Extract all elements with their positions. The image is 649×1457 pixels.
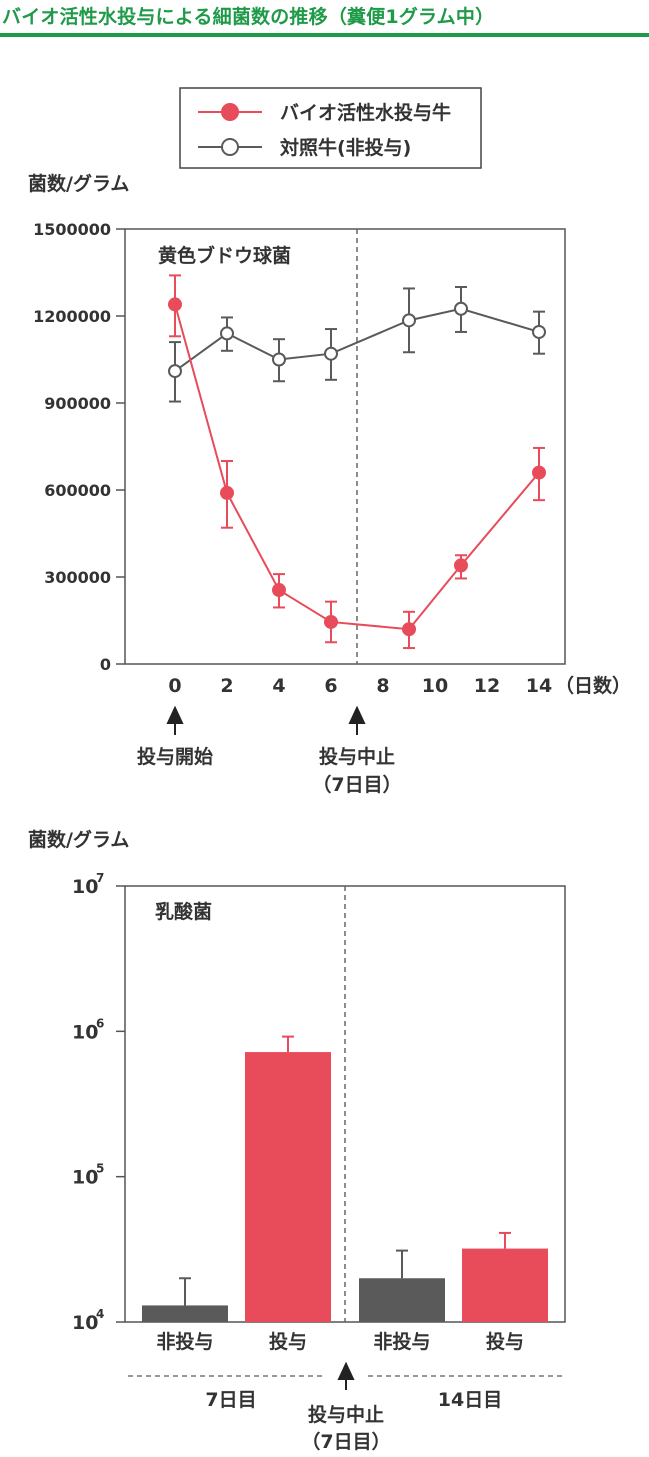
bar-stop-label: 投与中止 (308, 1403, 384, 1426)
line-chart-xlabel: （日数） (555, 674, 631, 697)
bar-stop-sublabel: （7日目） (301, 1430, 390, 1453)
line-chart-y-axis: 1500000 1200000 900000 600000 300000 0 (33, 220, 125, 674)
x-tick-label: 4 (272, 675, 285, 697)
line-chart-ylabel: 菌数/グラム (28, 172, 129, 195)
legend-treated-label: バイオ活性水投与牛 (280, 101, 451, 124)
legend-control-marker (221, 138, 239, 156)
x-tick-label: 10 (422, 675, 448, 697)
line-chart-series (168, 274, 546, 650)
header-rule (0, 33, 649, 37)
group-label-7day: 7日目 (205, 1389, 256, 1411)
bar-chart-ylabel: 菌数/グラム (28, 828, 129, 851)
line-chart-frame (124, 228, 566, 665)
line-chart-title: 黄色ブドウ球菌 (158, 244, 291, 267)
group-label-14day: 14日目 (438, 1389, 502, 1411)
data-point-control (220, 326, 234, 341)
data-point-treated (324, 614, 338, 629)
y-tick-exponent: 7 (96, 871, 104, 885)
bar-chart-bars: 非投与 投与 非投与 投与 (142, 1035, 548, 1353)
y-tick-label: 1500000 (33, 220, 111, 239)
data-point-treated (272, 583, 286, 598)
y-tick-exponent: 4 (96, 1307, 104, 1321)
bar-chart-title: 乳酸菌 (155, 900, 212, 923)
y-tick-label: 300000 (44, 568, 111, 587)
y-tick-base: 10 (72, 1167, 98, 1189)
page-title: バイオ活性水投与による細菌数の推移（糞便1グラム中） (2, 6, 495, 28)
y-tick-base: 10 (72, 876, 98, 898)
bar-label: 投与 (269, 1330, 307, 1353)
y-tick-label: 600000 (44, 481, 111, 500)
bar-group: 投与 (462, 1231, 548, 1353)
y-tick-exponent: 5 (96, 1162, 104, 1176)
data-point-treated (168, 297, 182, 312)
page-header: バイオ活性水投与による細菌数の推移（糞便1グラム中） (0, 0, 649, 38)
y-tick-label: 1200000 (33, 307, 111, 326)
x-tick-label: 6 (324, 675, 337, 697)
bar-label: 非投与 (156, 1330, 213, 1353)
series-control (168, 286, 546, 403)
data-point-control (402, 313, 416, 328)
x-tick-label: 14 (526, 675, 552, 697)
data-point-treated (454, 558, 468, 573)
dosing-stop-annotation: 投与中止 （7日目） (312, 705, 402, 796)
data-point-treated (220, 485, 234, 500)
bar (462, 1248, 548, 1322)
bar-stop-arrow (337, 1361, 355, 1390)
line-chart: 菌数/グラム 黄色ブドウ球菌 1500000 1200000 900000 60000… (28, 172, 631, 796)
x-tick-label: 0 (168, 675, 181, 697)
data-point-control (532, 324, 546, 339)
line-chart-x-axis: 0 2 4 6 8 10 12 14 (168, 675, 552, 697)
y-tick-label: 0 (100, 655, 111, 674)
legend: バイオ活性水投与牛 対照牛(非投与) (179, 87, 482, 169)
y-tick-exponent: 6 (96, 1016, 104, 1030)
bar-label: 投与 (486, 1330, 524, 1353)
data-point-treated (532, 465, 546, 480)
x-tick-label: 8 (376, 675, 389, 697)
bar-group: 非投与 (359, 1249, 445, 1353)
y-tick-base: 10 (72, 1021, 98, 1043)
x-tick-label: 2 (220, 675, 233, 697)
dosing-start-arrow (166, 705, 184, 735)
bar (359, 1278, 445, 1322)
legend-treated-marker (221, 103, 239, 121)
y-tick-label: 900000 (44, 394, 111, 413)
data-point-control (324, 346, 338, 361)
series-treated (168, 274, 546, 650)
dosing-stop-sublabel: （7日目） (312, 773, 401, 796)
bar (142, 1305, 228, 1322)
dosing-start-label: 投与開始 (137, 745, 213, 768)
dosing-stop-arrow (348, 705, 366, 735)
y-tick-base: 10 (72, 1312, 98, 1334)
data-point-control (272, 352, 286, 367)
dosing-start-annotation: 投与開始 (137, 705, 213, 768)
dosing-stop-label: 投与中止 (319, 745, 395, 768)
bar-group: 非投与 (142, 1277, 228, 1353)
x-tick-label: 12 (474, 675, 500, 697)
bar-group: 投与 (245, 1035, 331, 1353)
data-point-control (168, 364, 182, 379)
legend-control-label: 対照牛(非投与) (279, 136, 411, 159)
data-point-treated (402, 622, 416, 637)
bar (245, 1052, 331, 1322)
bar-label: 非投与 (373, 1330, 430, 1353)
data-point-control (454, 301, 468, 316)
legend-box (179, 87, 482, 169)
